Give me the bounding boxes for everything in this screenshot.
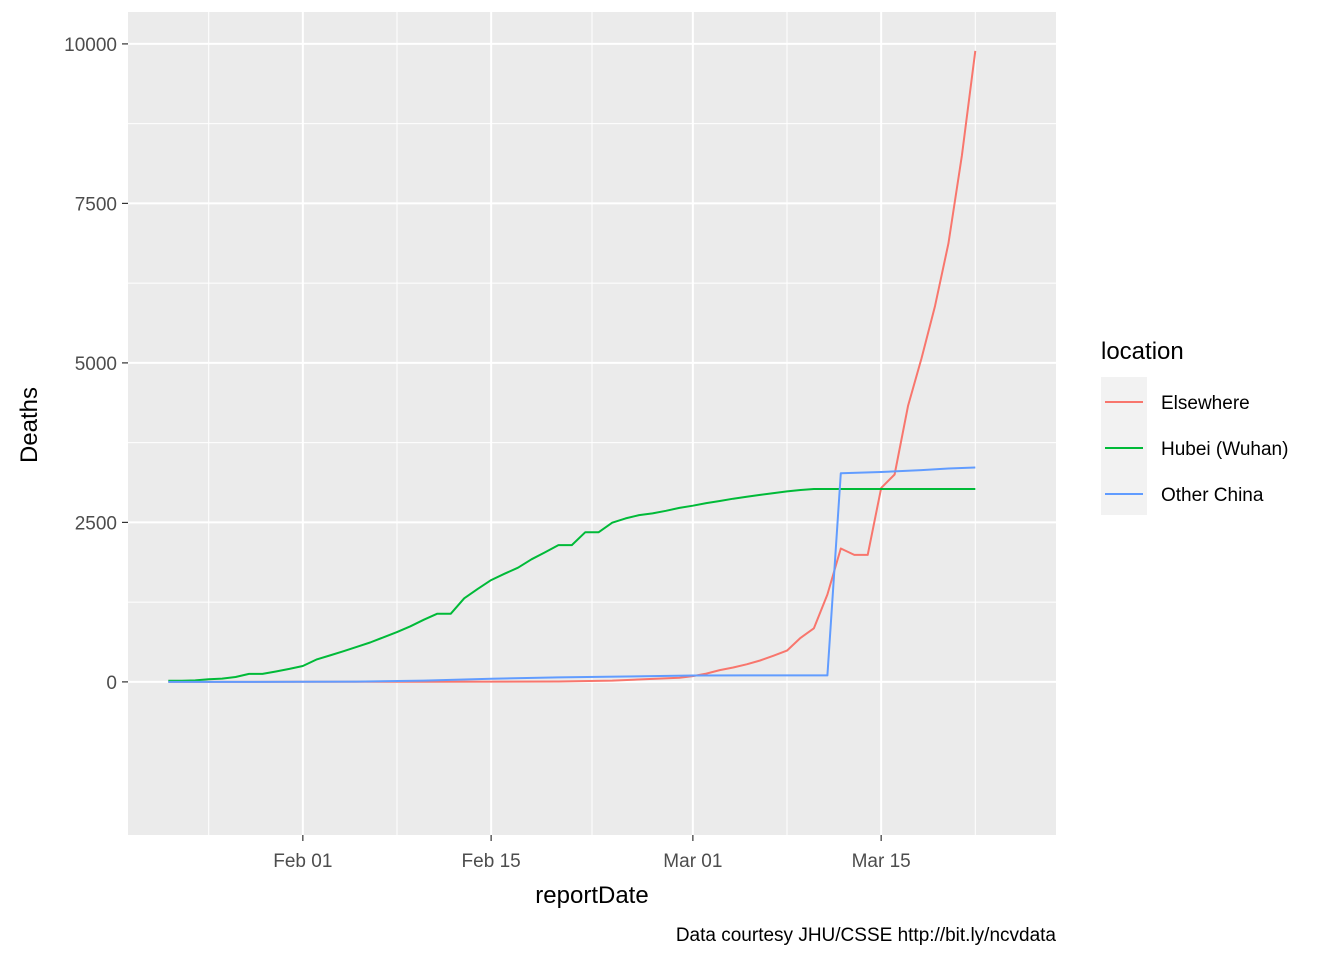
y-tick-label: 5000 [75,354,117,375]
caption: Data courtesy JHU/CSSE http://bit.ly/ncv… [676,925,1057,946]
legend-label-other-china: Other China [1161,485,1264,506]
legend-label-hubei-wuhan: Hubei (Wuhan) [1161,439,1288,460]
legend: location Elsewhere Hubei (Wuhan) Other Chi… [1101,338,1288,515]
x-axis-title: reportDate [535,882,648,909]
legend-label-elsewhere: Elsewhere [1161,393,1250,414]
x-tick-label: Mar 01 [663,851,722,872]
minor-gridlines [128,12,1056,835]
y-tick-label: 10000 [64,35,117,56]
x-axis: Feb 01 Feb 15 Mar 01 Mar 15 [273,835,911,872]
series-lines [168,50,977,683]
x-tick-label: Feb 15 [462,851,521,872]
series-line-other-china [168,466,976,683]
series-line-elsewhere [168,50,977,683]
y-tick-label: 7500 [75,194,117,215]
series-line-hubei-wuhan [168,488,976,682]
x-tick-label: Feb 01 [273,851,332,872]
legend-key-background [1101,377,1147,515]
y-axis-title: Deaths [16,387,43,463]
x-tick-label: Mar 15 [852,851,911,872]
y-tick-label: 0 [106,673,117,694]
y-axis: 0 2500 5000 7500 10000 [64,35,128,694]
y-tick-label: 2500 [75,513,117,534]
legend-title: location [1101,338,1184,365]
